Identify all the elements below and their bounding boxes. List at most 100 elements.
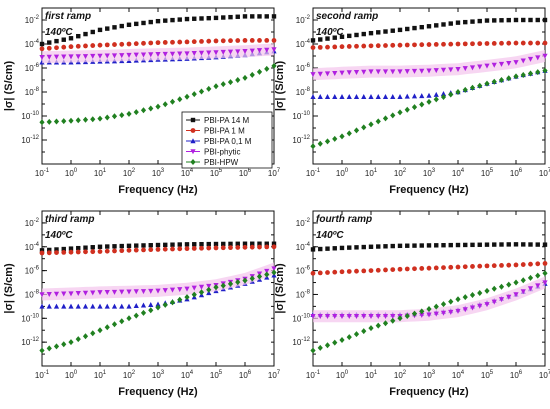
data-point xyxy=(250,241,255,246)
data-point xyxy=(134,21,139,27)
data-point xyxy=(441,22,446,27)
legend-marker xyxy=(190,149,196,155)
data-point xyxy=(339,269,345,275)
data-point xyxy=(310,314,316,320)
data-point xyxy=(390,314,396,320)
data-point xyxy=(419,308,425,315)
data-point xyxy=(163,18,168,23)
data-point xyxy=(47,247,52,253)
data-point xyxy=(82,303,89,309)
x-axis-label: Frequency (Hz) xyxy=(118,386,198,398)
data-point xyxy=(53,54,60,60)
data-point xyxy=(520,277,526,284)
data-point xyxy=(104,114,110,121)
data-point xyxy=(104,53,110,59)
y-tick-label: 10-10 xyxy=(21,313,39,323)
data-point xyxy=(383,244,388,249)
data-point xyxy=(220,81,226,88)
data-point xyxy=(199,245,204,251)
data-point xyxy=(126,303,132,309)
data-point xyxy=(221,15,226,20)
data-point xyxy=(470,41,475,47)
data-point xyxy=(412,25,417,31)
data-point xyxy=(440,310,447,316)
data-point xyxy=(361,328,367,335)
data-point xyxy=(104,42,110,48)
data-point xyxy=(361,31,366,37)
x-tick-label: 102 xyxy=(123,168,136,178)
data-point xyxy=(68,44,74,50)
data-point xyxy=(332,339,338,346)
data-point xyxy=(257,244,262,250)
series-pbi-phytic xyxy=(310,50,548,81)
data-point xyxy=(368,69,374,75)
data-point xyxy=(235,279,241,286)
data-point xyxy=(448,264,454,270)
data-point xyxy=(440,93,447,100)
data-point xyxy=(498,297,505,303)
data-point xyxy=(90,303,96,309)
data-point xyxy=(426,306,432,313)
data-point xyxy=(542,40,548,46)
data-point xyxy=(82,116,89,123)
data-point xyxy=(332,93,338,99)
data-point xyxy=(82,333,89,340)
series-pbi-pa-1-m xyxy=(310,261,548,276)
data-point xyxy=(390,69,396,75)
data-point xyxy=(469,305,476,311)
data-point xyxy=(242,241,248,246)
x-tick-label: 107 xyxy=(268,370,281,380)
data-point xyxy=(39,41,45,47)
data-point xyxy=(426,92,432,98)
data-point xyxy=(506,60,512,66)
data-point xyxy=(318,246,323,252)
data-point xyxy=(184,286,190,292)
data-point xyxy=(491,285,497,292)
data-point xyxy=(104,303,110,309)
data-point xyxy=(499,18,504,23)
data-point xyxy=(256,273,263,280)
data-point xyxy=(469,65,476,71)
data-point xyxy=(126,110,132,117)
data-point xyxy=(119,248,125,254)
data-point xyxy=(419,42,425,48)
data-point xyxy=(411,93,418,99)
data-point xyxy=(434,243,439,248)
data-point xyxy=(257,37,262,43)
data-point xyxy=(353,314,360,320)
data-point xyxy=(213,38,219,44)
data-point xyxy=(455,242,461,248)
data-point xyxy=(46,345,52,352)
data-point xyxy=(170,246,175,252)
series-pbi-hpw xyxy=(310,270,548,354)
data-point xyxy=(191,51,197,57)
data-point xyxy=(148,243,153,248)
data-point xyxy=(419,68,425,74)
data-point xyxy=(404,312,410,319)
data-point xyxy=(375,314,381,320)
data-point xyxy=(419,312,425,318)
data-point xyxy=(126,315,132,322)
data-point xyxy=(148,307,154,314)
data-point xyxy=(199,39,204,44)
data-point xyxy=(448,21,453,26)
data-point xyxy=(46,54,52,60)
data-point xyxy=(39,347,45,354)
data-point xyxy=(310,143,316,150)
data-point xyxy=(184,242,190,247)
data-point xyxy=(61,250,67,255)
data-point xyxy=(440,91,447,97)
data-point xyxy=(264,65,270,72)
data-point xyxy=(155,247,161,252)
data-point xyxy=(126,243,132,249)
data-point xyxy=(506,40,512,46)
data-point xyxy=(61,54,67,60)
data-point xyxy=(148,288,154,294)
x-axis-label: Frequency (Hz) xyxy=(389,184,469,196)
data-point xyxy=(242,74,248,81)
data-point xyxy=(491,263,497,269)
data-point xyxy=(155,103,161,110)
data-point xyxy=(310,247,316,252)
data-point xyxy=(426,24,432,29)
